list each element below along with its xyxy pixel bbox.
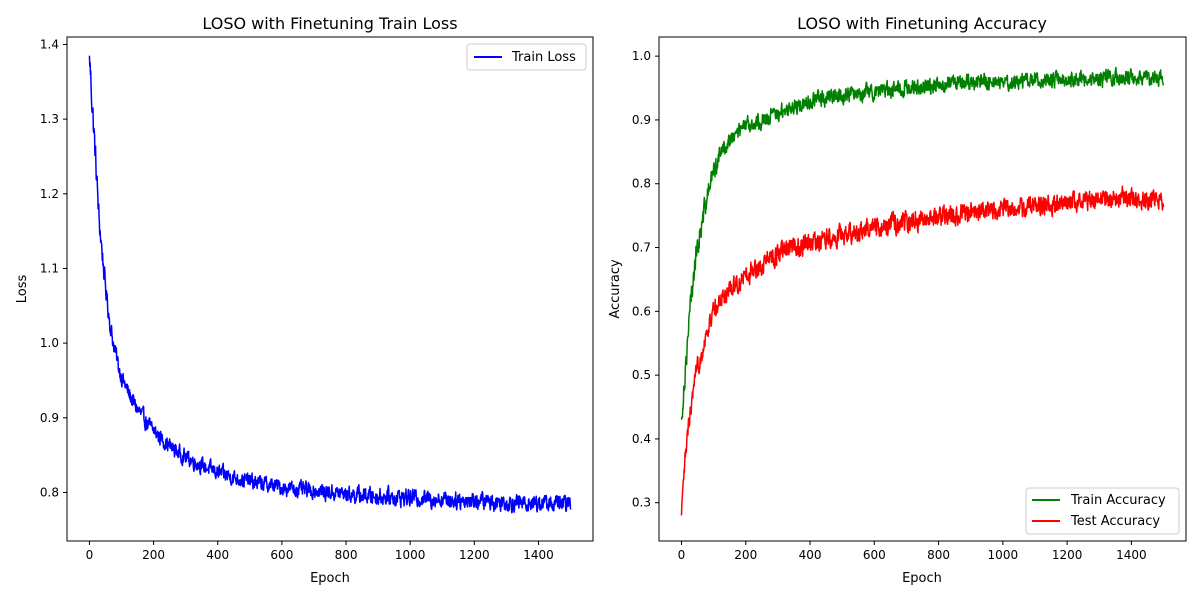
accuracy-chart-title: LOSO with Finetuning Accuracy <box>797 14 1047 33</box>
accuracy-chart: LOSO with Finetuning Accuracy 0 200 400 600… <box>608 14 1187 586</box>
accuracy-plot-frame <box>658 36 1187 542</box>
accuracy-y-tick-label-1.0: 1.0 <box>632 49 651 63</box>
accuracy-x-tick-label-0: 0 <box>678 548 686 562</box>
accuracy-y-tick-label-0.4: 0.4 <box>632 432 651 446</box>
loss-x-tick-label-200: 200 <box>142 548 165 562</box>
accuracy-x-tick-label-800: 800 <box>927 548 950 562</box>
loss-plot-area <box>67 37 593 541</box>
accuracy-y-tick-label-0.7: 0.7 <box>632 241 651 255</box>
loss-x-tick-label-1400: 1400 <box>523 548 554 562</box>
loss-plot-frame <box>66 36 594 542</box>
loss-x-tick-label-1200: 1200 <box>459 548 490 562</box>
loss-y-tick-label-1.0: 1.0 <box>40 336 59 350</box>
accuracy-y-tick-label-0.8: 0.8 <box>632 177 651 191</box>
accuracy-legend-label-test-accuracy: Test Accuracy <box>1070 514 1160 529</box>
accuracy-lines <box>680 66 1165 516</box>
accuracy-ticks: 0 200 400 600 800 1000 1200 1400 0.3 0.4 0.5 0.6 0.7… <box>632 49 1147 562</box>
accuracy-x-tick-label-1400: 1400 <box>1116 548 1147 562</box>
loss-x-tick-label-800: 800 <box>335 548 358 562</box>
loss-y-axis-label: Loss <box>15 275 30 304</box>
accuracy-y-tick-label-0.3: 0.3 <box>632 496 651 510</box>
loss-lines <box>88 55 572 514</box>
loss-y-tick-label-1.4: 1.4 <box>40 37 59 51</box>
accuracy-x-tick-label-200: 200 <box>734 548 757 562</box>
loss-ticks: 0 200 400 600 800 1000 1200 1400 0.8 0.9 1.0 1.1 1.2… <box>40 37 554 562</box>
accuracy-y-axis-label: Accuracy <box>608 259 623 319</box>
accuracy-x-tick-label-600: 600 <box>863 548 886 562</box>
loss-x-axis-label: Epoch <box>310 571 350 586</box>
loss-x-tick-label-0: 0 <box>86 548 94 562</box>
loss-legend-label-train-loss: Train Loss <box>511 50 576 65</box>
loss-y-tick-label-1.2: 1.2 <box>40 187 59 201</box>
accuracy-plot-area <box>659 37 1186 541</box>
accuracy-legend-label-train-accuracy: Train Accuracy <box>1070 493 1166 508</box>
loss-x-tick-label-1000: 1000 <box>395 548 426 562</box>
loss-y-tick-label-0.9: 0.9 <box>40 411 59 425</box>
accuracy-x-tick-label-1200: 1200 <box>1052 548 1083 562</box>
loss-y-tick-label-0.8: 0.8 <box>40 485 59 499</box>
accuracy-y-tick-label-0.9: 0.9 <box>632 113 651 127</box>
loss-series-train-loss <box>88 55 572 514</box>
accuracy-y-tick-label-0.6: 0.6 <box>632 304 651 318</box>
loss-x-tick-label-400: 400 <box>206 548 229 562</box>
loss-chart: LOSO with Finetuning Train Loss 0 200 400 6… <box>15 14 594 586</box>
accuracy-x-tick-label-400: 400 <box>799 548 822 562</box>
accuracy-series-train-accuracy <box>680 66 1165 420</box>
accuracy-series-test-accuracy <box>680 185 1165 516</box>
loss-legend-box <box>466 43 587 71</box>
accuracy-x-axis-label: Epoch <box>902 571 942 586</box>
accuracy-y-tick-label-0.5: 0.5 <box>632 368 651 382</box>
loss-y-tick-label-1.1: 1.1 <box>40 261 59 275</box>
loss-legend: Train Loss <box>466 43 587 71</box>
loss-chart-title: LOSO with Finetuning Train Loss <box>202 14 457 33</box>
loss-y-tick-label-1.3: 1.3 <box>40 112 59 126</box>
accuracy-legend: Train Accuracy Test Accuracy <box>1025 487 1180 535</box>
accuracy-x-tick-label-1000: 1000 <box>988 548 1019 562</box>
loss-x-tick-label-600: 600 <box>270 548 293 562</box>
accuracy-legend-box <box>1025 487 1180 535</box>
